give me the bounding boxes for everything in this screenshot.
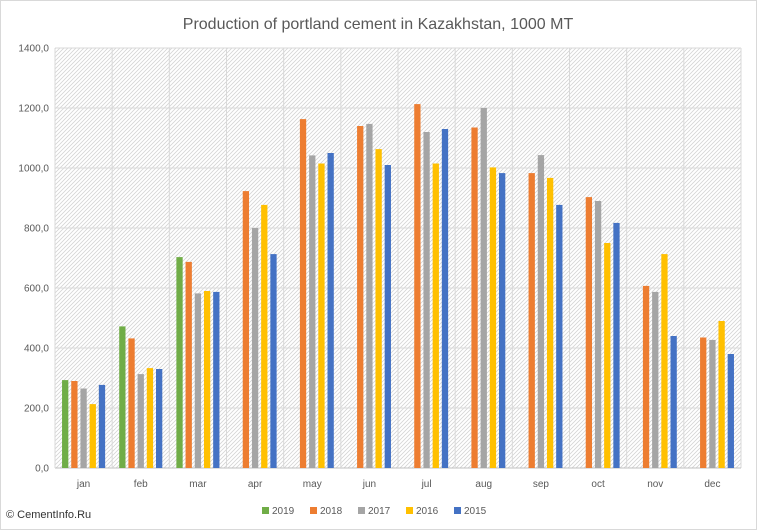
bar-2015-oct — [613, 222, 620, 468]
bar-2015-may — [327, 153, 334, 468]
bar-2016-sep — [546, 177, 554, 468]
source-credit: © CementInfo.Ru — [6, 509, 92, 521]
bar-2018-mar — [185, 261, 192, 468]
bar-2017-may — [309, 155, 316, 468]
bar-2018-may — [299, 119, 307, 468]
bar-2016-nov — [661, 254, 668, 468]
bar-2015-sep — [556, 204, 563, 468]
bar-2015-apr — [270, 254, 277, 468]
bar-2017-dec — [709, 339, 716, 468]
bar-2017-jul — [423, 132, 430, 468]
bar-2016-may — [318, 163, 325, 468]
x-tick-label: sep — [533, 479, 550, 490]
y-tick-label: 200,0 — [24, 404, 49, 415]
legend-swatch-2015 — [454, 507, 461, 514]
x-tick-label: mar — [189, 479, 207, 490]
x-tick-label: apr — [248, 479, 263, 490]
bar-2018-jul — [414, 104, 421, 468]
bar-2019-feb — [119, 326, 126, 468]
y-tick-label: 0,0 — [35, 464, 49, 475]
bar-2016-mar — [203, 291, 211, 468]
legend-swatch-2019 — [262, 507, 269, 514]
y-tick-label: 400,0 — [24, 344, 49, 355]
bar-2015-mar — [213, 291, 220, 468]
bar-2017-oct — [594, 201, 602, 468]
x-tick-label: oct — [591, 479, 605, 490]
bar-2016-oct — [604, 243, 611, 468]
bar-2017-aug — [480, 108, 487, 468]
bar-2017-jan — [80, 388, 87, 468]
bar-2019-mar — [176, 257, 183, 468]
bar-2018-apr — [242, 191, 250, 468]
x-tick-label: jun — [362, 479, 376, 490]
bar-2017-mar — [194, 293, 202, 468]
x-tick-label: dec — [704, 479, 720, 490]
bar-2018-jan — [71, 381, 78, 468]
x-tick-label: jul — [421, 479, 432, 490]
legend-label-2016: 2016 — [416, 506, 439, 517]
bar-2018-dec — [700, 337, 707, 468]
bar-2016-apr — [261, 204, 268, 468]
x-tick-label: aug — [475, 479, 492, 490]
y-tick-label: 600,0 — [24, 284, 49, 295]
bar-2018-feb — [128, 338, 135, 468]
bar-2016-feb — [146, 368, 154, 468]
x-tick-label: jan — [76, 479, 90, 490]
x-tick-label: nov — [647, 479, 663, 490]
bar-2017-nov — [652, 291, 659, 468]
x-tick-label: may — [303, 479, 322, 490]
bar-2017-apr — [251, 228, 259, 468]
legend-swatch-2018 — [310, 507, 317, 514]
legend-swatch-2017 — [358, 507, 365, 514]
bar-2016-dec — [718, 321, 725, 468]
y-tick-label: 1000,0 — [18, 164, 49, 175]
y-tick-label: 1400,0 — [18, 44, 49, 55]
legend-label-2018: 2018 — [320, 506, 343, 517]
bar-2015-jul — [441, 129, 449, 468]
bar-2015-feb — [156, 369, 163, 468]
legend-label-2015: 2015 — [464, 506, 487, 517]
y-tick-label: 800,0 — [24, 224, 49, 235]
bar-2017-jun — [366, 123, 373, 469]
bar-2018-nov — [642, 285, 650, 468]
bar-2015-jun — [384, 165, 391, 468]
bar-2018-sep — [528, 173, 535, 468]
bar-2018-jun — [357, 126, 364, 468]
x-tick-label: feb — [134, 479, 148, 490]
legend-swatch-2016 — [406, 507, 413, 514]
bar-2019-jan — [62, 380, 69, 468]
legend-label-2017: 2017 — [368, 506, 391, 517]
chart-title: Production of portland cement in Kazakhs… — [183, 16, 574, 33]
bar-2016-aug — [489, 167, 497, 468]
bar-2018-oct — [585, 197, 593, 468]
bar-2015-nov — [670, 336, 677, 468]
y-tick-label: 1200,0 — [18, 104, 49, 115]
bar-2016-jun — [375, 149, 382, 468]
bar-2015-dec — [727, 354, 734, 468]
bar-2015-jan — [98, 384, 106, 468]
bar-2016-jul — [432, 163, 439, 468]
bar-2018-aug — [471, 127, 478, 468]
bar-2017-sep — [537, 155, 545, 468]
bar-2017-feb — [137, 374, 144, 468]
bar-2016-jan — [89, 404, 96, 468]
bar-2015-aug — [499, 173, 506, 468]
legend-label-2019: 2019 — [272, 506, 295, 517]
